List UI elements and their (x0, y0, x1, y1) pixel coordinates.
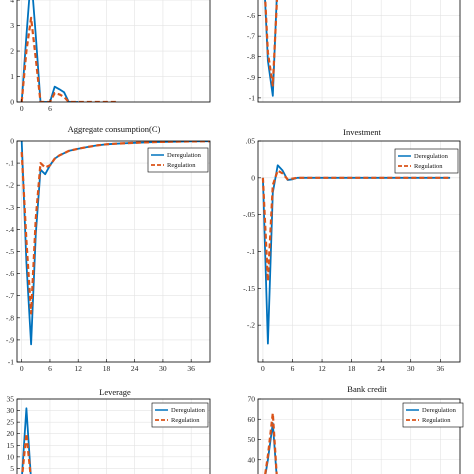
chart-panel-aggregate-consumption: 0 -.1 -.2 -.3 -.4 -.5 -.6 -.7 -.8 -.9 -1 0 6 12 18 24 30… (6, 124, 211, 373)
tick-label-y: 30 (7, 406, 15, 415)
tick-label-x: 6 (291, 364, 295, 373)
tick-label-y: 15 (7, 441, 15, 450)
series-line-regulation (20, 16, 116, 102)
legend: Deregulation Regulation (151, 402, 209, 428)
tick-label-x: 18 (103, 364, 111, 373)
chart-panel-investment: .05 0 -.05 -.1 -.15 -.2 0 6 12 18 24 30 36 Investment… (243, 127, 461, 373)
tick-label-y: -1 (249, 93, 255, 102)
series-line-deregulation (262, 164, 451, 345)
tick-label-y: -.8 (247, 52, 255, 61)
chart-panel-top-right: -.6 -.7 -.8 -.9 -1 (247, 0, 461, 103)
axes-frame (16, 398, 211, 474)
tick-label-y: .05 (246, 137, 256, 146)
tick-label-y: 25 (7, 418, 15, 427)
tick-label-y: -.7 (247, 32, 255, 41)
chart-title: Investment (343, 127, 381, 137)
tick-label-x: 0 (20, 364, 24, 373)
legend-label-regulation: Regulation (414, 163, 443, 170)
tick-label-x: 24 (377, 364, 385, 373)
tick-label-x: 36 (437, 364, 445, 373)
tick-label-y: 1 (10, 72, 14, 81)
series-line-deregulation (21, 407, 32, 474)
tick-label-y: -.9 (6, 335, 14, 344)
tick-label-y: -.05 (243, 210, 255, 219)
tick-label-y: -.1 (6, 159, 14, 168)
legend-box (394, 148, 459, 174)
tick-label-x: 24 (131, 364, 139, 373)
tick-label-y: -.8 (6, 313, 14, 322)
tick-label-y: 70 (248, 395, 256, 404)
tick-label-y: -.7 (6, 291, 14, 300)
tick-label-y: 2 (10, 47, 14, 56)
tick-label-y: 50 (248, 435, 256, 444)
tick-label-y: 5 (10, 464, 14, 473)
tick-label-y: -.6 (247, 11, 255, 20)
legend-box (151, 402, 209, 428)
tick-label-y: 20 (7, 429, 15, 438)
tick-label-x: 0 (20, 104, 24, 113)
tick-label-y: -.5 (6, 247, 14, 256)
chart-title: Leverage (99, 387, 131, 397)
legend-label-regulation: Regulation (171, 417, 200, 424)
legend-label-deregulation: Deregulation (167, 152, 202, 159)
tick-label-y: -.4 (6, 225, 14, 234)
tick-label-y: 0 (10, 98, 14, 107)
tick-label-x: 0 (261, 364, 265, 373)
tick-label-x: 30 (159, 364, 167, 373)
chart-panel-bank-credit: 70 60 50 40 Bank credit Deregulation Regulatio… (248, 384, 464, 474)
tick-label-y: 0 (10, 137, 14, 146)
tick-label-y: 4 (10, 0, 14, 5)
tick-label-y: -.6 (6, 269, 14, 278)
tick-label-y: -.9 (247, 73, 255, 82)
grid (258, 0, 460, 102)
tick-label-x: 36 (187, 364, 195, 373)
legend-label-deregulation: Deregulation (171, 407, 206, 414)
tick-label-y: 35 (7, 395, 15, 404)
legend-label-regulation: Regulation (167, 162, 196, 169)
tick-label-y: -.2 (6, 181, 14, 190)
tick-label-y: -.2 (247, 321, 255, 330)
tick-label-y: -1 (8, 358, 14, 367)
tick-label-x: 6 (48, 364, 52, 373)
legend: Deregulation Regulation (394, 148, 459, 174)
legend-label-deregulation: Deregulation (422, 407, 457, 414)
tick-label-x: 30 (407, 364, 415, 373)
chart-panel-top-left: 0 1 2 3 4 0 6 (10, 0, 211, 113)
axes-frame (257, 0, 461, 103)
legend-label-deregulation: Deregulation (414, 153, 449, 160)
tick-label-y: 3 (10, 21, 14, 30)
legend-box (147, 147, 209, 173)
tick-label-x: 12 (318, 364, 326, 373)
tick-label-y: 0 (251, 173, 255, 182)
tick-label-y: -.3 (6, 203, 14, 212)
legend: Deregulation Regulation (147, 147, 209, 173)
chart-panel-leverage: 35 30 25 20 15 10 5 Leverage Deregulation Regulat… (7, 387, 211, 474)
tick-label-y: 60 (248, 415, 256, 424)
series-line-deregulation (264, 0, 278, 97)
legend: Deregulation Regulation (402, 402, 464, 428)
legend-label-regulation: Regulation (422, 417, 451, 424)
axes-frame (16, 0, 211, 103)
legend-box (402, 402, 464, 428)
tick-label-x: 6 (48, 104, 52, 113)
series-line-regulation (264, 0, 279, 87)
series-line-regulation (20, 141, 210, 315)
grid (258, 140, 460, 362)
grid (17, 0, 210, 103)
tick-label-x: 12 (74, 364, 82, 373)
chart-title: Aggregate consumption(C) (68, 124, 161, 134)
tick-label-y: 10 (7, 452, 15, 461)
tick-label-y: 40 (248, 455, 256, 464)
chart-title: Bank credit (347, 384, 387, 394)
series-line-regulation (264, 412, 278, 474)
tick-label-y: -.15 (243, 284, 255, 293)
tick-label-x: 18 (348, 364, 356, 373)
tick-label-y: -.1 (247, 247, 255, 256)
series-line-regulation (261, 169, 451, 283)
